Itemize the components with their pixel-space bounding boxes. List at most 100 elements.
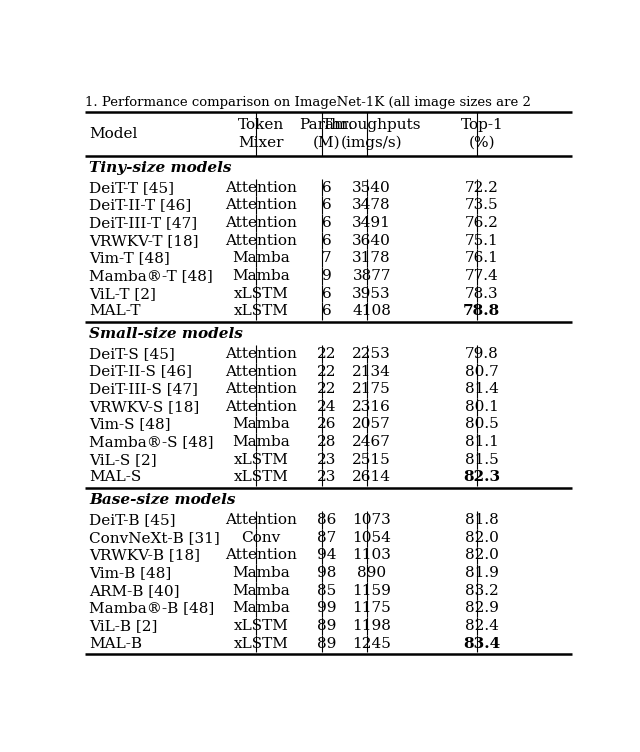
Text: xLSTM: xLSTM	[234, 305, 289, 318]
Text: DeiT-III-T [47]: DeiT-III-T [47]	[89, 216, 197, 230]
Text: 4108: 4108	[352, 305, 391, 318]
Text: 26: 26	[317, 417, 336, 432]
Text: 28: 28	[317, 435, 336, 449]
Text: MAL-T: MAL-T	[89, 305, 140, 318]
Text: Param.: Param.	[300, 118, 353, 132]
Text: Model: Model	[89, 127, 138, 141]
Text: 24: 24	[317, 400, 336, 414]
Text: Mamba®-B [48]: Mamba®-B [48]	[89, 602, 214, 615]
Text: 79.8: 79.8	[465, 347, 499, 361]
Text: 2614: 2614	[352, 471, 391, 484]
Text: (%): (%)	[468, 135, 495, 150]
Text: Conv: Conv	[241, 531, 281, 544]
Text: 3640: 3640	[352, 234, 391, 247]
Text: 80.5: 80.5	[465, 417, 499, 432]
Text: 3478: 3478	[353, 199, 391, 212]
Text: 2057: 2057	[352, 417, 391, 432]
Text: 2134: 2134	[352, 365, 391, 378]
Text: Attention: Attention	[225, 365, 297, 378]
Text: 2515: 2515	[352, 453, 391, 467]
Text: 1. Performance comparison on ImageNet-1K (all image sizes are 2: 1. Performance comparison on ImageNet-1K…	[85, 96, 531, 109]
Text: 6: 6	[322, 234, 332, 247]
Text: Attention: Attention	[225, 400, 297, 414]
Text: Vim-B [48]: Vim-B [48]	[89, 566, 171, 580]
Text: 76.1: 76.1	[465, 251, 499, 265]
Text: DeiT-T [45]: DeiT-T [45]	[89, 180, 174, 195]
Text: Attention: Attention	[225, 180, 297, 195]
Text: MAL-S: MAL-S	[89, 471, 141, 484]
Text: 2175: 2175	[352, 382, 391, 396]
Text: 2467: 2467	[352, 435, 391, 449]
Text: xLSTM: xLSTM	[234, 287, 289, 301]
Text: 82.9: 82.9	[465, 602, 499, 615]
Text: Attention: Attention	[225, 347, 297, 361]
Text: 94: 94	[317, 548, 336, 562]
Text: 6: 6	[322, 216, 332, 230]
Text: 3540: 3540	[352, 180, 391, 195]
Text: Attention: Attention	[225, 216, 297, 230]
Text: 1159: 1159	[352, 584, 391, 598]
Text: 22: 22	[317, 347, 336, 361]
Text: Mamba: Mamba	[232, 417, 290, 432]
Text: 3491: 3491	[352, 216, 391, 230]
Text: Mamba®-S [48]: Mamba®-S [48]	[89, 435, 213, 449]
Text: 890: 890	[357, 566, 386, 580]
Text: DeiT-B [45]: DeiT-B [45]	[89, 513, 175, 527]
Text: 78.3: 78.3	[465, 287, 499, 301]
Text: 81.5: 81.5	[465, 453, 499, 467]
Text: 6: 6	[322, 199, 332, 212]
Text: 3953: 3953	[353, 287, 391, 301]
Text: Small-size models: Small-size models	[89, 327, 243, 341]
Text: 80.7: 80.7	[465, 365, 499, 378]
Text: 98: 98	[317, 566, 336, 580]
Text: (M): (M)	[313, 135, 340, 150]
Text: Attention: Attention	[225, 199, 297, 212]
Text: Top-1: Top-1	[460, 118, 503, 132]
Text: 87: 87	[317, 531, 336, 544]
Text: ConvNeXt-B [31]: ConvNeXt-B [31]	[89, 531, 220, 544]
Text: 86: 86	[317, 513, 336, 527]
Text: 81.4: 81.4	[465, 382, 499, 396]
Text: Mamba: Mamba	[232, 602, 290, 615]
Text: xLSTM: xLSTM	[234, 453, 289, 467]
Text: xLSTM: xLSTM	[234, 471, 289, 484]
Text: 82.0: 82.0	[465, 548, 499, 562]
Text: Mamba: Mamba	[232, 566, 290, 580]
Text: xLSTM: xLSTM	[234, 637, 289, 650]
Text: 2316: 2316	[352, 400, 391, 414]
Text: 85: 85	[317, 584, 336, 598]
Text: DeiT-III-S [47]: DeiT-III-S [47]	[89, 382, 198, 396]
Text: Token: Token	[238, 118, 284, 132]
Text: 23: 23	[317, 471, 336, 484]
Text: ARM-B [40]: ARM-B [40]	[89, 584, 179, 598]
Text: VRWKV-T [18]: VRWKV-T [18]	[89, 234, 198, 247]
Text: Attention: Attention	[225, 513, 297, 527]
Text: 23: 23	[317, 453, 336, 467]
Text: 80.1: 80.1	[465, 400, 499, 414]
Text: Attention: Attention	[225, 548, 297, 562]
Text: 83.2: 83.2	[465, 584, 499, 598]
Text: Mamba®-T [48]: Mamba®-T [48]	[89, 269, 212, 283]
Text: Mamba: Mamba	[232, 435, 290, 449]
Text: ViL-B [2]: ViL-B [2]	[89, 619, 157, 633]
Text: 2253: 2253	[352, 347, 391, 361]
Text: 75.1: 75.1	[465, 234, 499, 247]
Text: MAL-B: MAL-B	[89, 637, 142, 650]
Text: 22: 22	[317, 382, 336, 396]
Text: Mamba: Mamba	[232, 584, 290, 598]
Text: 6: 6	[322, 305, 332, 318]
Text: 3877: 3877	[353, 269, 391, 283]
Text: 1198: 1198	[352, 619, 391, 633]
Text: (imgs/s): (imgs/s)	[341, 135, 403, 150]
Text: 82.0: 82.0	[465, 531, 499, 544]
Text: Mamba: Mamba	[232, 251, 290, 265]
Text: 9: 9	[322, 269, 332, 283]
Text: 89: 89	[317, 637, 336, 650]
Text: 1073: 1073	[352, 513, 391, 527]
Text: 1175: 1175	[352, 602, 391, 615]
Text: Mamba: Mamba	[232, 269, 290, 283]
Text: 81.1: 81.1	[465, 435, 499, 449]
Text: Vim-T [48]: Vim-T [48]	[89, 251, 170, 265]
Text: 78.8: 78.8	[463, 305, 500, 318]
Text: 77.4: 77.4	[465, 269, 499, 283]
